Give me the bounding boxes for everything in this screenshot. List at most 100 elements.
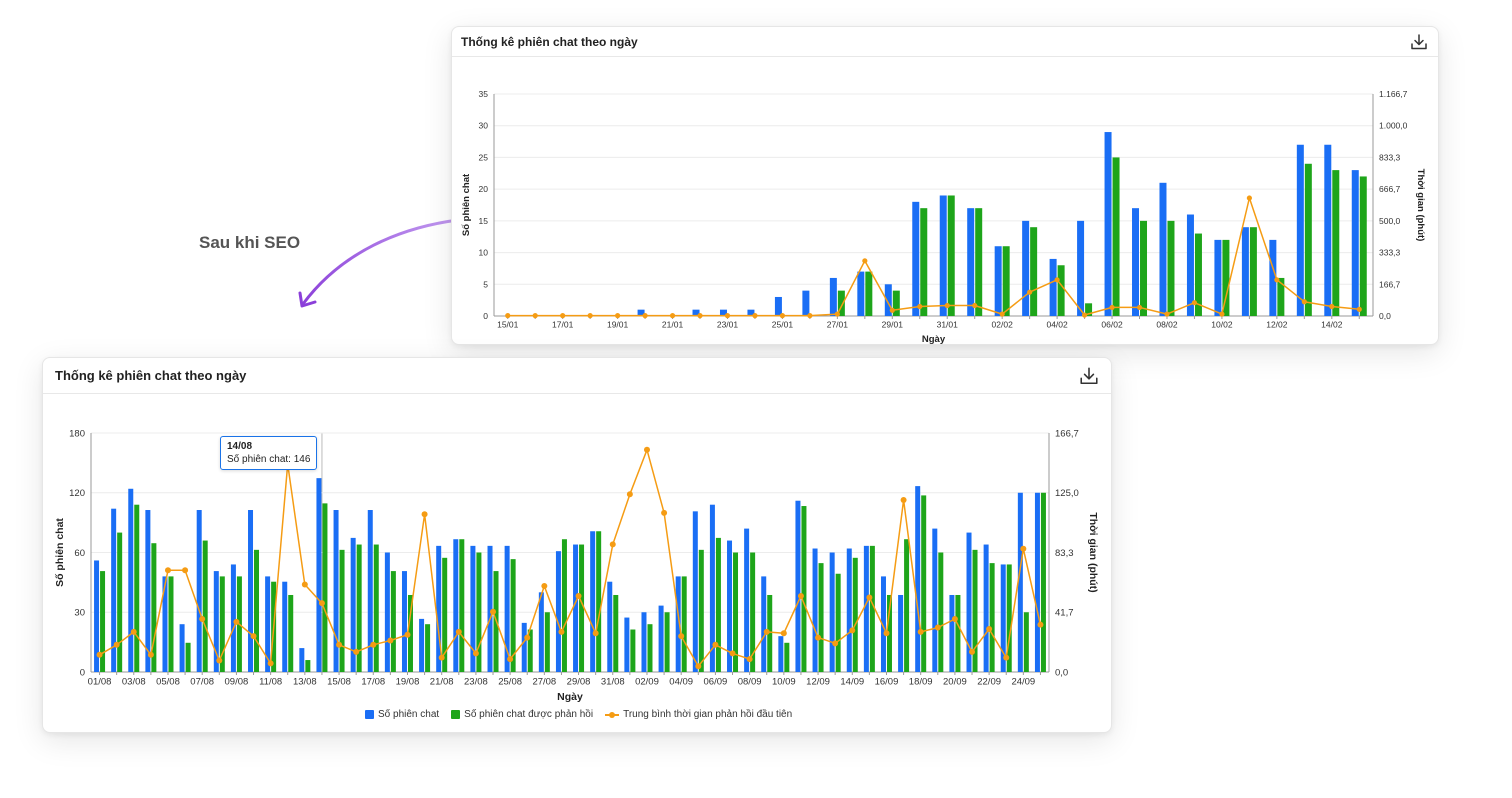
bar-answered — [1002, 246, 1010, 316]
bar-sessions — [128, 488, 134, 672]
chart-card-before: Thống kê phiên chat theo ngày 0 30 60 120 18… — [42, 357, 1112, 733]
point-avg-response — [669, 313, 676, 319]
bar-answered — [1006, 564, 1012, 672]
bar-answered — [151, 543, 157, 672]
bar-sessions — [1017, 492, 1023, 672]
bar-answered — [579, 544, 585, 672]
bar-sessions — [829, 552, 835, 672]
point-avg-response — [587, 313, 593, 319]
legend-label: Trung bình thời gian phản hồi đầu tiên — [623, 709, 793, 720]
bar-sessions — [1324, 144, 1332, 316]
y2-axis-title: Thời gian (phút) — [1415, 169, 1426, 242]
bar-sessions — [538, 592, 544, 672]
point-avg-response — [642, 313, 648, 319]
line-avg-response — [507, 197, 1360, 317]
bar-sessions — [230, 564, 236, 672]
bar-answered — [1222, 239, 1230, 316]
y-tick-label: 30 — [479, 121, 489, 131]
bar-sessions — [265, 576, 271, 672]
bar-sessions — [1186, 214, 1194, 316]
x-tick-label: 27/08 — [532, 677, 556, 688]
x-tick-label: 23/08 — [464, 677, 488, 688]
bar-answered — [938, 552, 944, 672]
legend-label: Số phiên chat được phản hồi — [464, 709, 594, 720]
download-button[interactable] — [1410, 33, 1428, 51]
bar-answered — [975, 208, 983, 316]
bar-answered — [630, 629, 636, 672]
bar-sessions — [590, 531, 596, 672]
bar-sessions — [949, 594, 955, 672]
x-tick-label: 19/01 — [607, 320, 629, 330]
bar-answered — [972, 549, 978, 672]
bar-sessions — [624, 617, 630, 672]
bar-sessions — [162, 576, 168, 672]
x-axis-title: Ngày — [557, 691, 583, 703]
bar-sessions — [966, 532, 972, 672]
bar-sessions — [1241, 227, 1249, 316]
y2-tick-label: 0,0 — [1055, 667, 1068, 678]
bar-answered — [698, 549, 704, 672]
download-button[interactable] — [1079, 366, 1099, 386]
bar-sessions — [932, 528, 938, 672]
bar-sessions — [555, 551, 561, 672]
bar-sessions — [213, 571, 219, 672]
bar-answered — [886, 594, 892, 672]
point-avg-response — [524, 634, 531, 641]
point-avg-response — [558, 628, 565, 635]
point-avg-response — [336, 641, 343, 648]
bar-sessions — [1034, 492, 1040, 672]
point-avg-response — [763, 628, 770, 635]
point-avg-response — [560, 313, 566, 319]
y2-tick-label: 500,0 — [1379, 216, 1401, 226]
bar-sessions — [939, 195, 947, 316]
y2-tick-label: 1.000,0 — [1379, 121, 1408, 131]
chart-before-seo: 0 30 60 120 180 0,0 41,7 83,3 125,0 166,7 01/08 03/… — [54, 428, 1099, 703]
x-tick-label: 22/09 — [977, 677, 1001, 688]
bar-answered — [733, 552, 739, 672]
bar-sessions — [880, 576, 886, 672]
point-avg-response — [697, 313, 703, 319]
legend-item-avg-response[interactable]: Trung bình thời gian phản hồi đầu tiên — [605, 709, 792, 720]
bar-answered — [1023, 612, 1029, 672]
bar-sessions — [419, 618, 425, 672]
bar-sessions — [1049, 258, 1057, 316]
y-tick-label: 180 — [69, 428, 85, 439]
bar-answered — [322, 503, 328, 672]
point-avg-response — [113, 641, 120, 648]
legend-item-sessions[interactable]: Số phiên chat — [365, 709, 439, 720]
x-tick-label: 02/02 — [992, 320, 1014, 330]
y-tick-label: 35 — [479, 89, 489, 99]
x-tick-label: 08/09 — [738, 677, 762, 688]
bar-sessions — [384, 552, 390, 672]
point-avg-response — [541, 582, 548, 589]
legend-item-answered[interactable]: Số phiên chat được phản hồi — [451, 709, 593, 720]
point-avg-response — [752, 313, 758, 319]
bar-sessions — [709, 504, 715, 672]
chart-after-seo: 0 5 10 15 20 25 30 35 0,0 166,7 333,3 500,0 666,7 833… — [461, 89, 1426, 345]
annotation-label: Sau khi SEO — [199, 233, 301, 252]
point-avg-response — [505, 313, 511, 319]
point-avg-response — [1301, 299, 1307, 305]
y-tick-label: 5 — [483, 279, 488, 289]
bar-sessions — [94, 560, 100, 672]
y-tick-label: 25 — [479, 152, 489, 162]
x-tick-label: 24/09 — [1011, 677, 1035, 688]
y-tick-label: 60 — [74, 548, 85, 559]
point-avg-response — [199, 615, 206, 622]
point-avg-response — [900, 496, 907, 503]
bar-answered — [202, 540, 208, 672]
y2-tick-label: 166,7 — [1379, 279, 1401, 289]
bar-answered — [835, 573, 841, 672]
x-tick-label: 12/02 — [1266, 320, 1288, 330]
point-avg-response — [780, 630, 787, 637]
bar-sessions — [196, 510, 202, 672]
point-avg-response — [182, 567, 189, 574]
x-tick-label: 31/01 — [937, 320, 959, 330]
x-tick-label: 21/08 — [430, 677, 454, 688]
bar-sessions — [675, 576, 681, 672]
bar-sessions — [145, 510, 151, 672]
bar-sessions — [504, 545, 510, 672]
x-tick-label: 02/09 — [635, 677, 659, 688]
bar-sessions — [846, 548, 852, 672]
point-avg-response — [1003, 654, 1010, 661]
